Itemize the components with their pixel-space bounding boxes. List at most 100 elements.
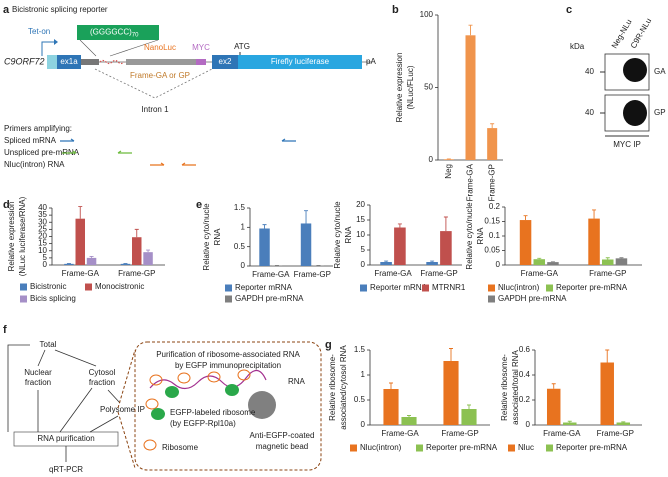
legend-label: Nluc [518, 443, 534, 452]
x-tick-label: Frame-GA [252, 270, 290, 279]
x-tick-label: Frame-GP [597, 429, 634, 438]
y-tick-label: 0.05 [484, 246, 500, 255]
bar [487, 128, 498, 160]
panel-c-blot: Neg-NLu C9R-NLu kDa 40 40 GA GP MYC IP [570, 17, 666, 149]
error-bar [567, 420, 572, 423]
legend-label: GAPDH pre-mRNA [498, 294, 567, 303]
legend-label: GAPDH pre-mRNA [235, 294, 304, 303]
y-tick-label: 20 [38, 232, 47, 241]
x-tick-label: Frame-GP [118, 269, 155, 278]
nanoluc-region [126, 59, 196, 65]
x-tick-label: Frame-GP [294, 270, 331, 279]
error-bar [262, 224, 267, 229]
legend-label: Bicistronic [30, 282, 66, 291]
bar [615, 258, 628, 265]
magnetic-bead [248, 391, 276, 419]
y-tick-label: 0 [429, 155, 434, 164]
legend-label: Reporter mRNA [235, 283, 293, 292]
error-bar [134, 228, 139, 238]
y-tick-label: 0.4 [519, 370, 531, 379]
band [623, 58, 647, 82]
y-tick-label: 40 [38, 203, 47, 212]
y-tick-label: 1.5 [354, 345, 366, 354]
band-label: GA [654, 67, 666, 76]
error-bar [407, 415, 411, 417]
panel-a-diagram: Bicistronic splicing reporter (GGGGCC)70… [4, 5, 376, 169]
y-tick-label: 100 [420, 10, 434, 19]
intron-label: Intron 1 [141, 105, 169, 114]
legend-swatch [422, 284, 429, 292]
y-axis-label: Relative cyto/nucle [465, 202, 474, 270]
band-label: GP [654, 108, 666, 117]
x-tick-label: Frame-GP [487, 164, 496, 201]
y-tick-label: 50 [424, 83, 433, 92]
y-axis-label: Relative ribosome- [500, 354, 509, 421]
error-bar [551, 383, 556, 389]
error-bar [468, 24, 473, 36]
repeat-region [81, 59, 99, 65]
exon2-label: ex2 [219, 57, 232, 66]
bar [533, 259, 546, 265]
atg-label: ATG [234, 42, 250, 51]
legend-swatch [488, 295, 495, 303]
bar [465, 35, 476, 160]
primers-title: Primers amplifying: [4, 124, 72, 133]
primer-label: Unspliced pre-mRNA [4, 148, 80, 157]
y-tick-label: 0.15 [484, 217, 500, 226]
flow-node: Cytosol [89, 368, 116, 377]
error-bar [605, 257, 610, 260]
bar [547, 262, 559, 265]
error-bar [397, 223, 402, 228]
y-axis-label: (NLuc/FLuc) [406, 65, 415, 109]
legend-label: Monocistronic [95, 282, 144, 291]
egfp-label: (by EGFP-Rpl10a) [170, 419, 236, 428]
egfp-ribosomes [151, 384, 239, 420]
x-tick-label: Frame-GA [62, 269, 100, 278]
y-tick-label: 0.5 [234, 242, 246, 251]
y-tick-label: 0 [361, 260, 366, 269]
y-tick-label: 0.6 [519, 345, 531, 354]
primer-label: Spliced mRNA [4, 136, 57, 145]
legend-swatch [225, 295, 232, 303]
error-bar [430, 260, 435, 262]
bar [588, 218, 600, 265]
x-tick-label: Neg [444, 164, 453, 179]
y-tick-label: 0 [496, 260, 501, 269]
y-tick-label: 0 [361, 420, 366, 429]
legend-swatch [20, 283, 27, 291]
bar [75, 218, 85, 265]
legend-swatch [350, 444, 357, 452]
reporter-title: Bicistronic splicing reporter [12, 5, 108, 14]
error-bar [304, 210, 309, 224]
y-tick-label: 10 [356, 230, 365, 239]
bar [600, 362, 614, 425]
y-axis-label: RNA [213, 228, 222, 246]
y-tick-label: 0.5 [354, 395, 366, 404]
bar [259, 228, 270, 266]
detail-title: Purification of ribosome-associated RNA [156, 350, 300, 359]
tet-on-label: Tet-on [28, 27, 50, 36]
primer-label: Nluc(intron) RNA [4, 160, 65, 169]
panel-label: a [3, 4, 10, 16]
intron-splice [94, 68, 213, 99]
y-tick-label: 25 [38, 224, 47, 233]
x-tick-label: Frame-GA [543, 429, 581, 438]
frame-label: Frame-GA or GP [130, 71, 190, 80]
error-bar [621, 421, 626, 423]
error-bar [523, 215, 528, 221]
error-bar [89, 256, 94, 258]
panel-label: d [3, 199, 10, 211]
repeat-pointer [79, 39, 159, 57]
firefly-label: Firefly luciferase [271, 57, 330, 66]
bar [546, 388, 561, 425]
y-tick-label: 0.1 [489, 231, 501, 240]
error-bar [619, 257, 624, 259]
x-tick-label: Frame-GA [381, 429, 419, 438]
panel-label: e [196, 199, 202, 211]
ip-label: MYC IP [613, 140, 641, 149]
y-tick-label: 35 [38, 210, 47, 219]
flow-node: fraction [89, 378, 115, 387]
legend-swatch [20, 295, 27, 303]
y-tick-label: 15 [356, 215, 365, 224]
